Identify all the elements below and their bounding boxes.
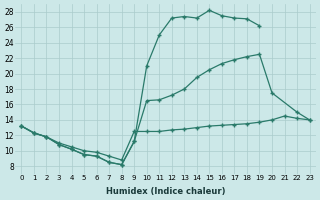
- X-axis label: Humidex (Indice chaleur): Humidex (Indice chaleur): [106, 187, 225, 196]
